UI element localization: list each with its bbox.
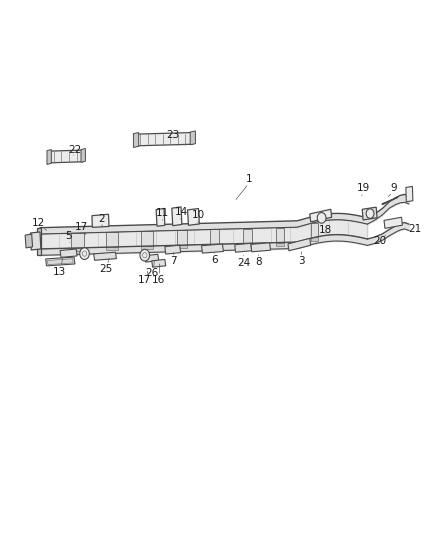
Text: 17: 17	[138, 276, 152, 285]
Polygon shape	[210, 244, 219, 247]
Polygon shape	[106, 247, 118, 250]
Text: 17: 17	[75, 222, 88, 232]
Polygon shape	[384, 217, 403, 228]
Text: 24: 24	[237, 258, 250, 268]
Polygon shape	[30, 232, 41, 250]
Circle shape	[80, 248, 89, 260]
Polygon shape	[81, 149, 85, 163]
Polygon shape	[311, 223, 318, 238]
Text: 22: 22	[68, 144, 81, 155]
Polygon shape	[311, 238, 318, 241]
Polygon shape	[406, 187, 413, 202]
Polygon shape	[243, 229, 252, 244]
Text: 7: 7	[170, 256, 177, 266]
Polygon shape	[201, 244, 223, 253]
Circle shape	[366, 209, 374, 219]
Polygon shape	[177, 230, 187, 245]
Polygon shape	[71, 233, 84, 248]
Polygon shape	[37, 228, 41, 255]
Text: 14: 14	[174, 207, 187, 217]
Text: 6: 6	[211, 255, 218, 265]
Polygon shape	[152, 260, 166, 267]
Polygon shape	[46, 257, 75, 266]
Polygon shape	[94, 252, 117, 260]
Polygon shape	[187, 208, 199, 225]
Text: 19: 19	[357, 183, 370, 193]
Polygon shape	[92, 214, 109, 228]
Polygon shape	[141, 246, 152, 249]
Text: 9: 9	[390, 183, 397, 193]
Text: 2: 2	[98, 214, 104, 224]
Polygon shape	[177, 245, 187, 248]
Polygon shape	[276, 228, 284, 243]
Text: 23: 23	[166, 130, 180, 140]
Polygon shape	[134, 133, 139, 148]
Text: 11: 11	[155, 208, 169, 218]
Polygon shape	[251, 243, 271, 252]
Polygon shape	[172, 207, 182, 226]
Polygon shape	[60, 249, 77, 257]
Text: 16: 16	[152, 275, 166, 285]
Polygon shape	[145, 254, 159, 262]
Polygon shape	[106, 232, 118, 247]
Polygon shape	[47, 150, 51, 165]
Polygon shape	[288, 238, 311, 251]
Circle shape	[317, 213, 326, 223]
Text: 8: 8	[255, 257, 261, 267]
Text: 21: 21	[408, 224, 421, 235]
Polygon shape	[310, 209, 332, 222]
Circle shape	[140, 249, 150, 261]
Polygon shape	[141, 231, 152, 246]
Text: 20: 20	[373, 236, 386, 246]
Polygon shape	[49, 150, 83, 163]
Polygon shape	[235, 243, 252, 252]
Polygon shape	[243, 244, 252, 247]
Polygon shape	[165, 245, 180, 254]
Text: 26: 26	[145, 269, 159, 278]
Polygon shape	[71, 248, 84, 251]
Text: 13: 13	[53, 267, 66, 277]
Text: 5: 5	[65, 231, 72, 241]
Polygon shape	[156, 208, 165, 226]
Text: 12: 12	[32, 219, 45, 229]
Polygon shape	[276, 243, 284, 246]
Text: 10: 10	[192, 210, 205, 220]
Polygon shape	[362, 207, 377, 220]
Polygon shape	[190, 131, 195, 145]
Text: 18: 18	[318, 225, 332, 236]
Text: 1: 1	[246, 174, 253, 184]
Polygon shape	[47, 259, 73, 265]
Polygon shape	[210, 229, 219, 244]
Polygon shape	[136, 133, 193, 146]
Text: 25: 25	[99, 264, 112, 274]
Polygon shape	[25, 234, 32, 248]
Text: 3: 3	[299, 256, 305, 266]
Polygon shape	[382, 197, 398, 205]
